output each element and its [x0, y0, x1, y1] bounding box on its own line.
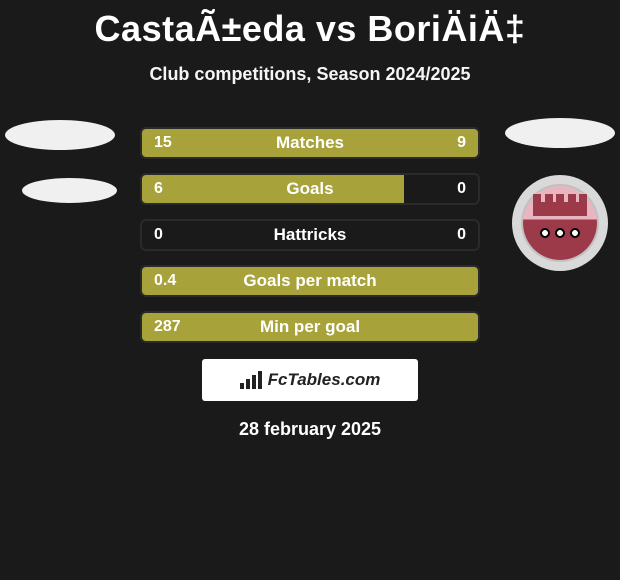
stat-label: Goals: [212, 179, 408, 199]
stat-label: Goals per match: [212, 271, 408, 291]
team-left-logo-ellipse-2: [22, 178, 117, 203]
crest-wall: [533, 202, 587, 216]
page-title: CastaÃ±eda vs BoriÄiÄ‡: [0, 0, 620, 50]
stat-row: 15Matches9: [140, 127, 480, 159]
stat-label: Min per goal: [212, 317, 408, 337]
stat-value-right: 0: [408, 180, 478, 198]
site-attribution-badge[interactable]: FcTables.com: [202, 359, 418, 401]
stat-row: 6Goals0: [140, 173, 480, 205]
site-name: FcTables.com: [268, 370, 381, 390]
generated-date: 28 february 2025: [0, 419, 620, 440]
stat-label: Matches: [212, 133, 408, 153]
page-subtitle: Club competitions, Season 2024/2025: [0, 64, 620, 85]
stat-row: 0.4Goals per match: [140, 265, 480, 297]
stat-value-right: 0: [408, 226, 478, 244]
stat-value-left: 6: [142, 180, 212, 198]
bar-chart-icon: [240, 371, 262, 389]
crest-inner: [523, 186, 597, 260]
stat-row: 287Min per goal: [140, 311, 480, 343]
stat-value-left: 0.4: [142, 272, 212, 290]
stat-label: Hattricks: [212, 225, 408, 245]
stat-row: 0Hattricks0: [140, 219, 480, 251]
stats-list: 15Matches96Goals00Hattricks00.4Goals per…: [140, 127, 480, 343]
team-right-crest: [512, 175, 608, 271]
team-right-logo-ellipse: [505, 118, 615, 148]
stat-value-left: 287: [142, 318, 212, 336]
stat-value-left: 0: [142, 226, 212, 244]
comparison-card: CastaÃ±eda vs BoriÄiÄ‡ Club competitions…: [0, 0, 620, 580]
team-left-logo-ellipse-1: [5, 120, 115, 150]
stat-value-left: 15: [142, 134, 212, 152]
stat-value-right: 9: [408, 134, 478, 152]
crest-balls: [537, 228, 583, 238]
crest-crenellation: [533, 194, 587, 202]
